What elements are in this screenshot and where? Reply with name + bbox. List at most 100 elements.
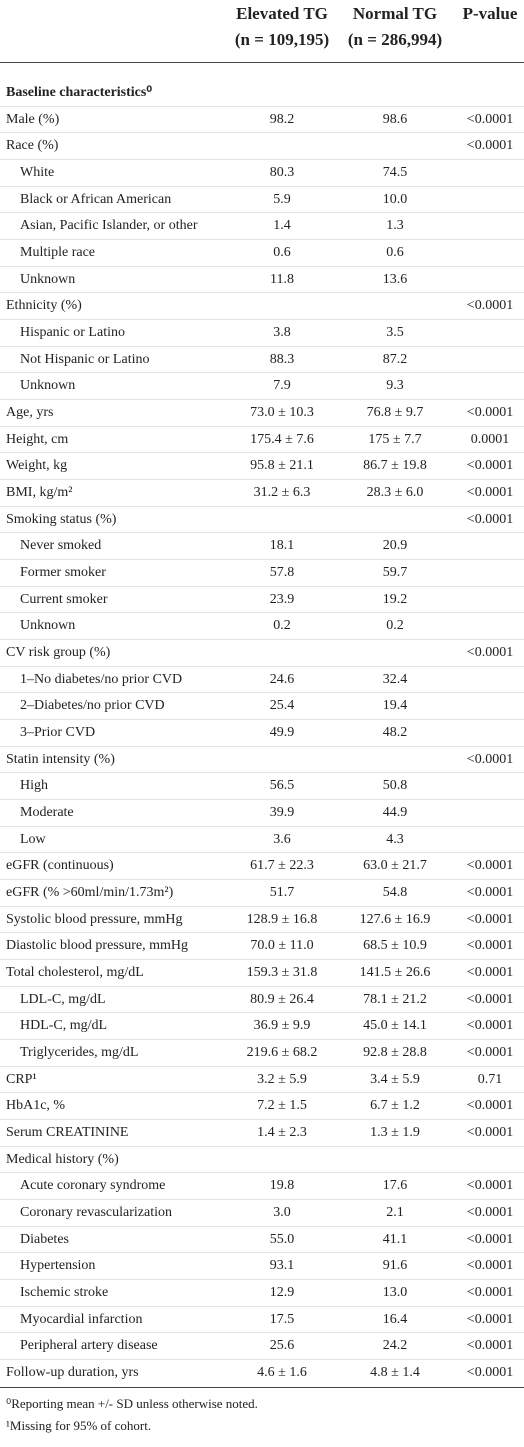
cell: 93.1 (269, 1258, 295, 1274)
cell: 25.6 (269, 1338, 295, 1354)
row-label: Total cholesterol, mg/dL (6, 965, 144, 981)
cell: 45.0 ± 14.1 (363, 1018, 427, 1034)
cell: 49.9 (269, 725, 295, 741)
sep (0, 772, 524, 774)
cell: 5.9 (273, 191, 291, 207)
cell: 36.9 ± 9.9 (253, 1018, 311, 1034)
sep (0, 559, 524, 561)
cell: 141.5 ± 26.6 (359, 965, 431, 981)
row-label: Low (20, 831, 46, 847)
cell: 0.2 (386, 618, 404, 634)
cell: 1.3 ± 1.9 (370, 1125, 420, 1141)
cell: 3.4 ± 5.9 (370, 1071, 420, 1087)
sep (0, 239, 524, 241)
cell: 7.9 (273, 378, 291, 394)
cell: <0.0001 (466, 885, 514, 901)
sep (0, 985, 524, 987)
sep (0, 745, 524, 747)
cell: 55.0 (269, 1231, 295, 1247)
sep (0, 1199, 524, 1201)
row-label: Never smoked (20, 538, 102, 554)
cell: <0.0001 (466, 1365, 514, 1381)
sep (0, 159, 524, 160)
row-label: Not Hispanic or Latino (20, 351, 150, 367)
cell: 88.3 (269, 351, 295, 367)
row-label: CRP¹ (6, 1071, 37, 1087)
cell: <0.0001 (466, 965, 514, 981)
cell: <0.0001 (466, 1018, 514, 1034)
cell: 70.0 ± 11.0 (250, 938, 314, 954)
cell: 3.5 (386, 325, 404, 341)
footnote: ¹Missing for 95% of cohort. (6, 1417, 152, 1433)
cell: 95.8 ± 21.1 (250, 458, 314, 474)
cell: 2.1 (386, 1205, 404, 1221)
row-label: Unknown (20, 271, 76, 287)
sep (0, 1252, 524, 1254)
row-label: Hispanic or Latino (20, 325, 125, 341)
sep (0, 799, 524, 801)
cell: 25.4 (269, 698, 295, 714)
sep (0, 345, 524, 347)
cell: <0.0001 (466, 938, 514, 954)
rule (0, 1386, 524, 1388)
cell: <0.0001 (466, 1098, 514, 1114)
cell: 159.3 ± 31.8 (246, 965, 318, 981)
cell: 23.9 (269, 591, 295, 607)
row-label: Former smoker (20, 565, 106, 581)
cell: <0.0001 (466, 751, 514, 767)
cell: 56.5 (269, 778, 295, 794)
cell: <0.0001 (466, 298, 514, 314)
sep (0, 879, 524, 881)
row-label: 3–Prior CVD (20, 725, 96, 741)
row-label: Black or African American (20, 191, 172, 207)
row-label: Ethnicity (%) (6, 298, 82, 314)
sep (0, 1145, 524, 1147)
cell: 54.8 (382, 885, 408, 901)
row-label: LDL-C, mg/dL (20, 991, 106, 1007)
cell: 19.4 (382, 698, 408, 714)
cell: 86.7 ± 19.8 (363, 458, 427, 474)
sep (0, 1172, 524, 1174)
sep (0, 1305, 524, 1307)
row-label: BMI, kg/m² (6, 485, 73, 501)
footnote: ⁰Reporting mean +/- SD unless otherwise … (6, 1395, 258, 1411)
cell: 74.5 (382, 165, 408, 180)
column-n: (n = 286,994) (347, 30, 443, 49)
cell: 57.8 (269, 565, 295, 581)
sep (0, 212, 524, 214)
cell: 175 ± 7.7 (368, 431, 422, 447)
cell: <0.0001 (466, 1311, 514, 1327)
sep (0, 959, 524, 961)
row-label: High (20, 778, 48, 794)
sep (0, 425, 524, 427)
cell: 39.9 (269, 805, 295, 821)
cell: 12.9 (269, 1285, 295, 1301)
cell: 175.4 ± 7.6 (250, 431, 314, 447)
column-n: (n = 109,195) (234, 30, 330, 49)
rule (0, 62, 524, 63)
cell: 4.6 ± 1.6 (257, 1365, 307, 1381)
cell: 1.4 ± 2.3 (257, 1125, 307, 1141)
cell: 80.3 (269, 165, 295, 180)
sep (0, 372, 524, 374)
cell: 0.0001 (470, 431, 510, 447)
cell: <0.0001 (466, 858, 514, 874)
sep (0, 1225, 524, 1227)
row-label: Systolic blood pressure, mmHg (6, 911, 183, 927)
cell: 219.6 ± 68.2 (246, 1045, 318, 1061)
row-label: Multiple race (20, 245, 96, 261)
cell: 13.6 (382, 271, 408, 287)
section-title: Baseline characteristics⁰ (6, 85, 152, 100)
row-label: Medical history (%) (6, 1151, 119, 1167)
cell: 63.0 ± 21.7 (363, 858, 427, 874)
cell: 48.2 (382, 725, 408, 741)
cell: <0.0001 (466, 1205, 514, 1221)
cell: 128.9 ± 16.8 (246, 911, 318, 927)
row-label: CV risk group (%) (6, 645, 111, 661)
sep (0, 1359, 524, 1361)
column-title: P-value (462, 4, 518, 23)
sep (0, 932, 524, 934)
cell: 1.3 (386, 218, 404, 234)
row-label: Asian, Pacific Islander, or other (20, 218, 198, 234)
